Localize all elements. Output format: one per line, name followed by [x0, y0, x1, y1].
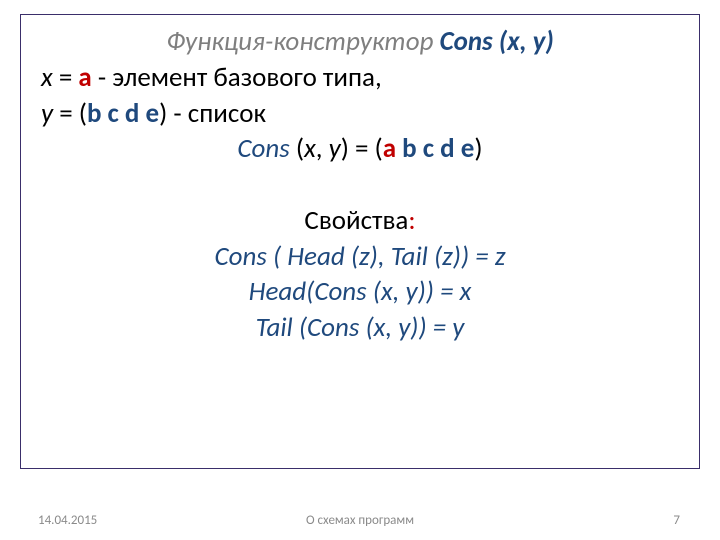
slide: Функция-конструктор Cons (x, y) x = a - … [0, 0, 720, 540]
line-x-eq: = [59, 61, 79, 94]
line-y: y = (b c d e) - список [41, 97, 679, 131]
eq-end: ) [474, 132, 482, 165]
eq-rest: b c d e [396, 132, 474, 165]
eq-open: ( [296, 132, 304, 165]
line-y-close: ) - список [159, 97, 266, 130]
prop3: Tail (Cons (x, y)) = y [41, 311, 679, 345]
content-box: Функция-конструктор Cons (x, y) x = a - … [20, 14, 700, 469]
props-colon: : [408, 204, 415, 237]
title-prefix: Функция-конструктор [166, 25, 439, 58]
prop1: Cons ( Head (z), Tail (z)) = z [41, 240, 679, 274]
eq-a: a [383, 132, 396, 165]
eq-line: Cons (x, y) = (a b c d e) [41, 132, 679, 166]
footer-page: 7 [673, 513, 680, 528]
eq-cons: Cons [237, 132, 295, 165]
line-y-list: b c d e [87, 97, 159, 130]
line-x-a: a [78, 61, 91, 94]
eq-close-eq: ) = ( [341, 132, 383, 165]
blank-line [41, 168, 679, 202]
line-y-var: y [41, 97, 59, 130]
eq-comma: , [316, 132, 329, 165]
eq-y: y [329, 132, 341, 165]
line-y-eq: = ( [59, 97, 87, 130]
title-bold: Cons (x, y) [440, 25, 554, 58]
line-x-var: x [41, 61, 59, 94]
footer-title: О схемах программ [0, 513, 720, 528]
prop2: Head(Cons (x, y)) = x [41, 275, 679, 309]
title-line: Функция-конструктор Cons (x, y) [41, 25, 679, 59]
props-text: Свойства [304, 204, 408, 237]
line-x: x = a - элемент базового типа, [41, 61, 679, 95]
eq-x: x [304, 132, 316, 165]
footer: 14.04.2015 О схемах программ 7 [0, 506, 720, 528]
props-heading: Свойства: [41, 204, 679, 238]
line-x-tail: - элемент базового типа, [92, 61, 382, 94]
